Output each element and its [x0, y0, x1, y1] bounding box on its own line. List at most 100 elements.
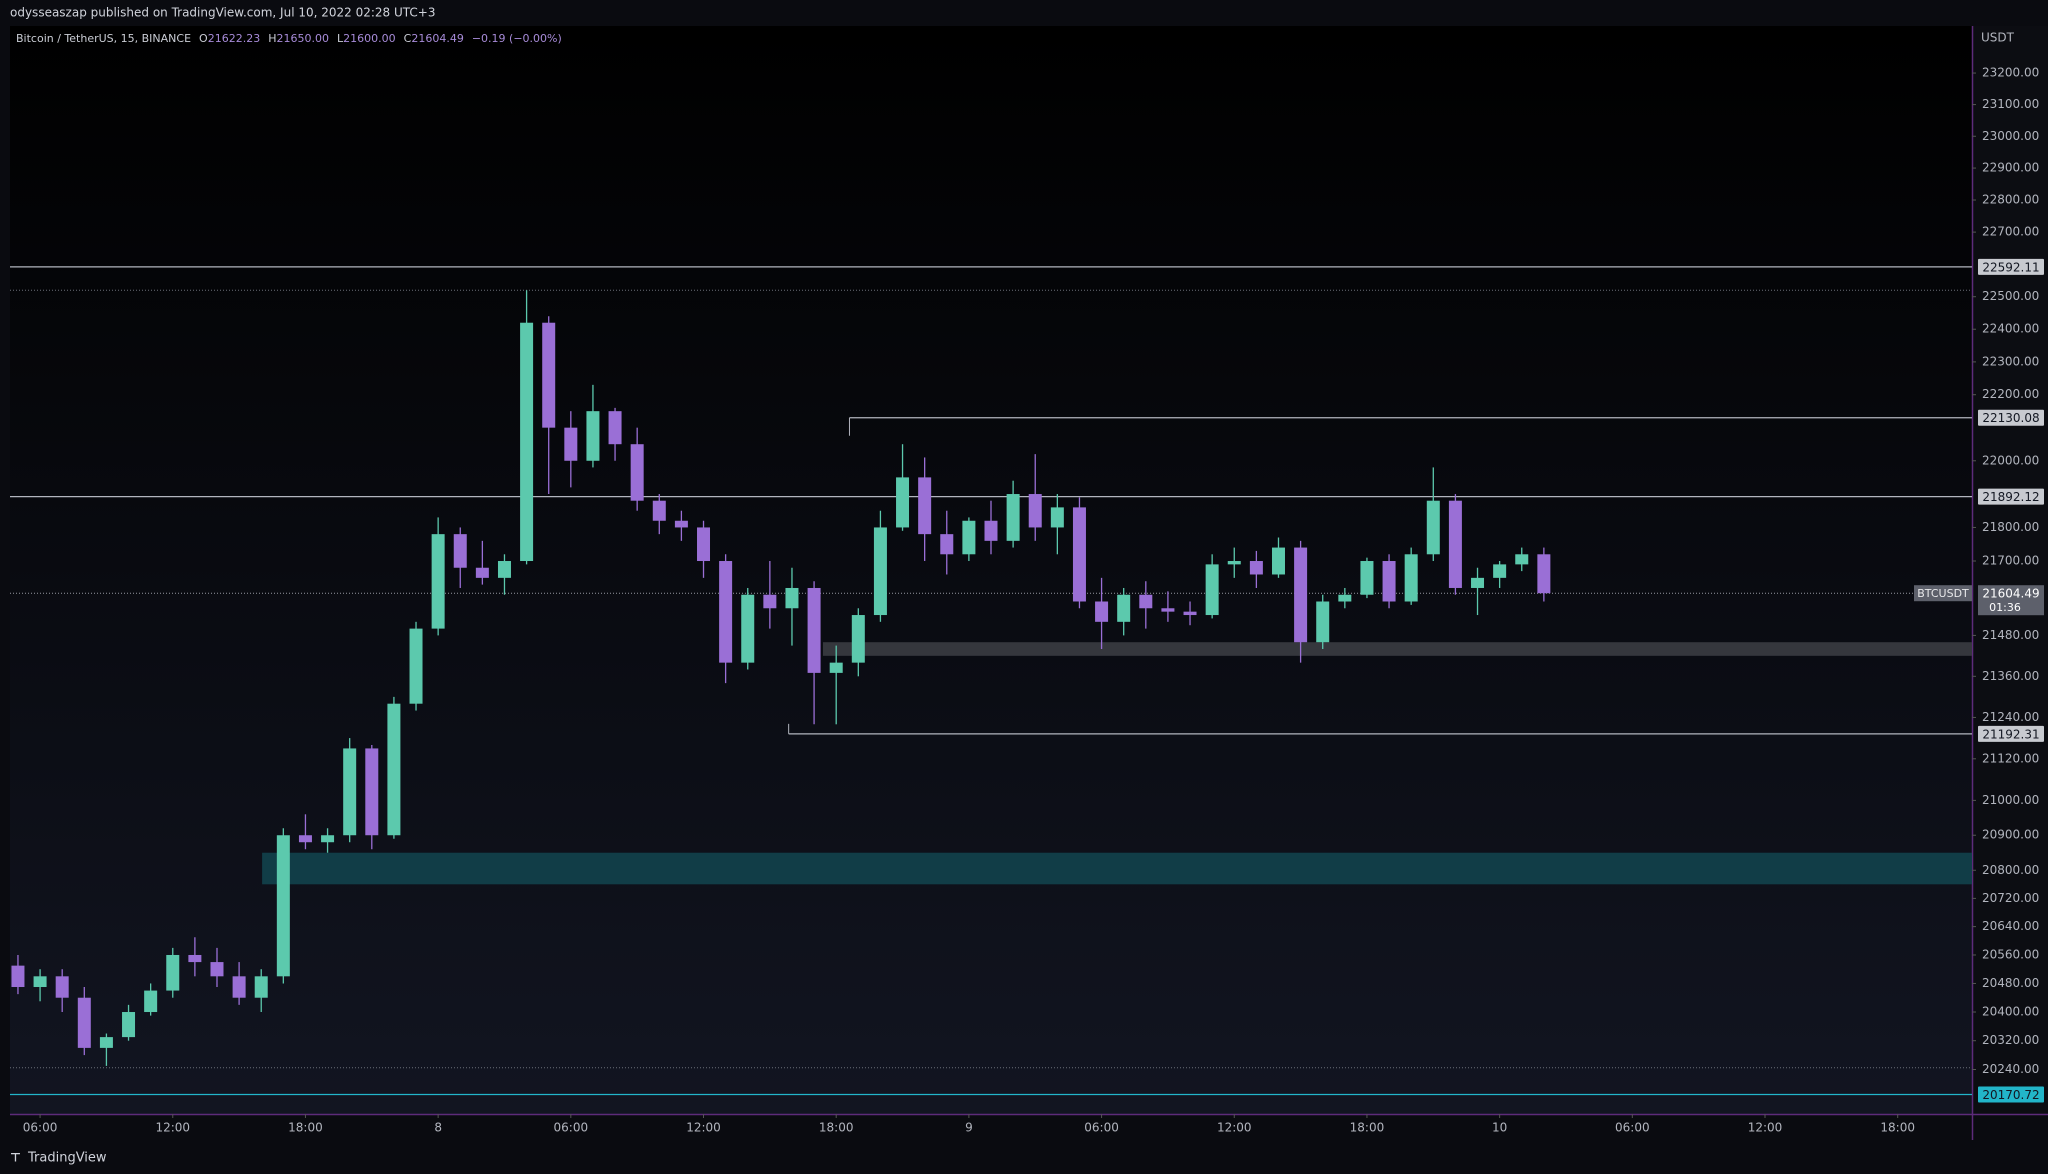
candle-body	[1117, 594, 1131, 622]
candle-body	[873, 527, 887, 616]
candle-body	[298, 835, 312, 843]
candle-body	[99, 1037, 113, 1048]
candle-body	[520, 322, 534, 562]
candle-body	[940, 534, 954, 555]
candle-body	[343, 748, 357, 836]
candle-body	[984, 520, 998, 541]
candle-body	[1338, 594, 1352, 602]
candle-body	[564, 427, 578, 461]
y-tick-label: 20800.00	[1982, 863, 2039, 877]
legend-symbol: Bitcoin / TetherUS, 15, BINANCE O21622.23…	[16, 32, 562, 45]
y-tick-label: 22800.00	[1982, 193, 2039, 207]
value: 21650.00	[277, 32, 330, 45]
y-tick-label: 22000.00	[1982, 453, 2039, 467]
candle-body	[1249, 561, 1263, 575]
x-tick-label: 18:00	[819, 1121, 854, 1135]
y-tick-label: 20720.00	[1982, 891, 2039, 905]
candle-body	[254, 976, 268, 998]
price-badge	[1978, 585, 2044, 616]
candle-body	[122, 1012, 136, 1038]
candle-body	[1161, 608, 1175, 612]
candle-body	[1382, 561, 1396, 602]
key: H	[268, 32, 276, 45]
candle-body	[276, 835, 290, 977]
candle-body	[497, 561, 511, 578]
candle-body	[365, 748, 379, 836]
y-tick-label: 22900.00	[1982, 161, 2039, 175]
x-tick-label: 18:00	[1350, 1121, 1385, 1135]
candle-body	[674, 520, 688, 528]
candle-body	[1316, 601, 1330, 643]
logo-mark: ⊤	[10, 1151, 21, 1165]
y-tick-label: 21240.00	[1982, 710, 2039, 724]
candle-body	[453, 534, 467, 568]
candle-body	[1448, 500, 1462, 588]
candle-body	[1271, 547, 1285, 575]
y-tick-label: 22200.00	[1982, 387, 2039, 401]
candle-body	[33, 976, 47, 988]
level-label: 21192.31	[1982, 727, 2039, 741]
footer[interactable]: ⊤ TradingView	[10, 1151, 107, 1166]
candle-body	[1404, 554, 1418, 602]
candle-body	[1515, 554, 1529, 565]
footer-brand[interactable]: TradingView	[27, 1151, 107, 1166]
candle-body	[11, 965, 25, 988]
level-badge	[1978, 409, 2044, 426]
x-tick-label: 06:00	[1615, 1121, 1650, 1135]
y-tick-label: 22500.00	[1982, 289, 2039, 303]
x-tick-label: 12:00	[686, 1121, 721, 1135]
y-tick-label: 21480.00	[1982, 628, 2039, 642]
unit-label: USDT	[1981, 31, 2015, 45]
candle-body	[807, 587, 821, 673]
x-tick-label: 18:00	[288, 1121, 323, 1135]
level-badge	[1978, 488, 2044, 505]
y-tick-label: 20240.00	[1982, 1062, 2039, 1076]
key: L	[337, 32, 344, 45]
candle-body	[431, 534, 445, 629]
candle-body	[719, 561, 733, 663]
y-tick-label: 22300.00	[1982, 354, 2039, 368]
candle-body	[630, 444, 644, 501]
candle-body	[210, 962, 224, 977]
candle-body	[1493, 564, 1507, 578]
y-tick-label: 23200.00	[1982, 66, 2039, 80]
candle-body	[1294, 547, 1308, 643]
candle-body	[409, 628, 423, 704]
y-tick-label: 23000.00	[1982, 129, 2039, 143]
y-tick-label: 21360.00	[1982, 669, 2039, 683]
x-tick-label: 18:00	[1880, 1121, 1915, 1135]
y-tick-label: 21120.00	[1982, 751, 2039, 765]
x-tick-label: 12:00	[1217, 1121, 1252, 1135]
key: C	[404, 32, 412, 45]
y-tick-label: 23100.00	[1982, 97, 2039, 111]
level-badge	[1978, 258, 2044, 275]
candle-body	[1426, 500, 1440, 555]
level-badge	[1978, 1086, 2044, 1103]
symbol-badge-label: BTCUSDT	[1917, 587, 1969, 600]
candle-body	[1050, 507, 1064, 528]
candle-body	[608, 411, 622, 445]
candle-body	[1139, 594, 1153, 609]
candle-body	[1537, 554, 1551, 594]
publisher: odysseaszap published on TradingView.com…	[10, 6, 435, 20]
change: −0.19 (−0.00%)	[472, 32, 562, 45]
candle-body	[77, 997, 91, 1048]
y-tick-label: 21000.00	[1982, 793, 2039, 807]
candle-body	[896, 477, 910, 528]
candle-body	[1205, 564, 1219, 616]
price-badge-label: 21604.49	[1982, 587, 2039, 601]
candle-body	[1471, 577, 1485, 588]
candle-body	[166, 954, 180, 991]
plot-area	[10, 26, 1972, 1114]
candle-body	[586, 411, 600, 461]
candle-body	[55, 976, 69, 998]
level-label: 22130.08	[1982, 411, 2039, 425]
y-tick-label: 20640.00	[1982, 919, 2039, 933]
x-tick-label: 12:00	[155, 1121, 190, 1135]
y-tick-label: 22400.00	[1982, 322, 2039, 336]
candle-body	[1183, 611, 1197, 616]
y-tick-label: 21700.00	[1982, 554, 2039, 568]
x-tick-label: 06:00	[554, 1121, 589, 1135]
candle-body	[1095, 601, 1109, 622]
